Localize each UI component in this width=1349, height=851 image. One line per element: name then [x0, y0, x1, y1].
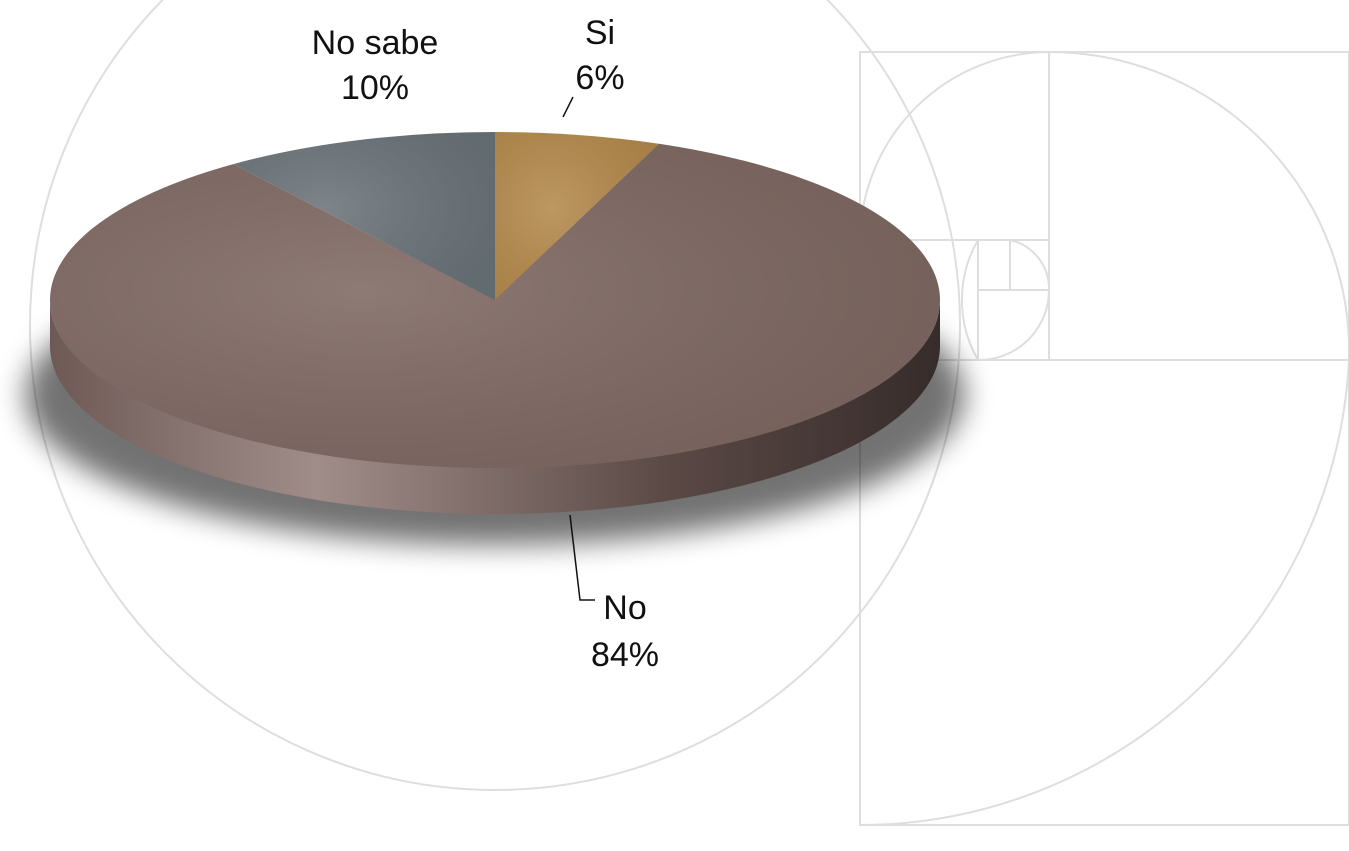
- slice-shade: [233, 132, 496, 300]
- slice-shade: [495, 132, 659, 300]
- leader-line: [569, 514, 595, 601]
- data-label-name: No sabe: [312, 24, 439, 62]
- slice-shade: [49, 143, 941, 468]
- pie: [49, 132, 941, 514]
- data-label-name: No: [603, 589, 646, 627]
- data-label-value: 10%: [341, 69, 409, 107]
- data-label-value: 84%: [591, 636, 659, 674]
- labels: Si 6% No 84% No sabe 10%: [312, 14, 659, 674]
- data-label-name: Si: [585, 14, 615, 52]
- data-label-value: 6%: [575, 59, 624, 97]
- leader-line: [562, 96, 574, 118]
- slice-side: [50, 300, 940, 514]
